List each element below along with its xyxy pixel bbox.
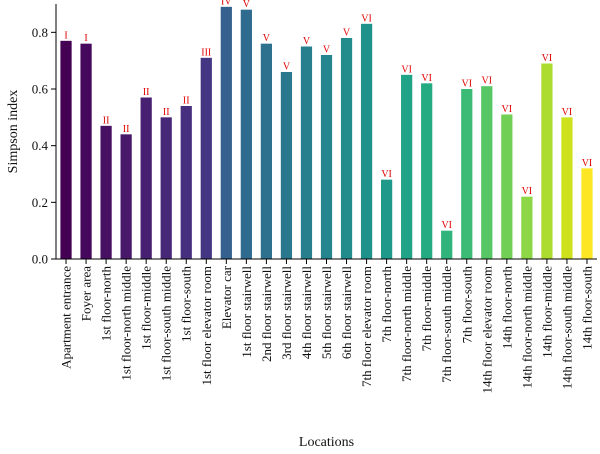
category-label-4: 1st floor-north middle bbox=[119, 266, 134, 381]
group-label-22: VI bbox=[482, 76, 493, 87]
group-label-19: VI bbox=[421, 73, 432, 84]
bar-2 bbox=[80, 43, 92, 259]
group-label-25: VI bbox=[542, 53, 553, 64]
bar-17 bbox=[381, 179, 393, 259]
group-label-18: VI bbox=[401, 64, 412, 75]
bar-12 bbox=[280, 72, 293, 259]
bar-10 bbox=[240, 9, 252, 260]
category-label-11: 2nd floor stairwell bbox=[259, 266, 274, 362]
category-label-2: Foyer area bbox=[79, 266, 94, 321]
category-label-12: 3rd floor stairwell bbox=[279, 266, 294, 360]
bar-26 bbox=[561, 117, 573, 259]
category-label-6: 1st floor-south middle bbox=[159, 266, 174, 382]
bar-25 bbox=[541, 63, 553, 259]
y-axis: 0.0 0.2 0.4 0.6 0.8 bbox=[32, 4, 57, 267]
y-tick-label: 0.4 bbox=[32, 138, 49, 153]
group-label-13: V bbox=[303, 36, 311, 47]
group-label-8: III bbox=[201, 47, 211, 58]
bar-5 bbox=[140, 97, 152, 259]
bar-6 bbox=[160, 117, 172, 259]
bar-24 bbox=[521, 196, 533, 259]
bars-group bbox=[60, 6, 593, 260]
category-label-10: 1st floor stairwell bbox=[239, 266, 254, 358]
bar-16 bbox=[360, 23, 373, 259]
category-label-17: 7th floor-north bbox=[379, 266, 394, 343]
group-label-21: VI bbox=[461, 79, 472, 90]
group-label-5: II bbox=[143, 87, 150, 98]
category-label-14: 5th floor stairwell bbox=[319, 266, 334, 360]
group-label-14: V bbox=[323, 45, 331, 56]
category-label-9: Elevator car bbox=[219, 265, 234, 329]
group-label-24: VI bbox=[522, 186, 533, 197]
group-label-3: II bbox=[103, 115, 110, 126]
category-label-3: 1st floor-north bbox=[99, 266, 114, 342]
category-label-25: 14th floor-middle bbox=[539, 266, 554, 358]
group-label-4: II bbox=[123, 124, 130, 135]
bar-20 bbox=[441, 230, 453, 259]
bar-8 bbox=[200, 57, 212, 259]
category-label-1: Apartment entrance bbox=[59, 266, 74, 369]
group-label-26: VI bbox=[562, 107, 573, 118]
group-label-15: V bbox=[343, 28, 351, 39]
bar-7 bbox=[180, 106, 192, 259]
category-label-26: 14th floor-south middle bbox=[559, 266, 574, 389]
group-label-2: I bbox=[84, 33, 87, 44]
y-tick-label: 0.2 bbox=[32, 195, 48, 210]
category-label-15: 6th floor stairwell bbox=[339, 266, 354, 360]
category-label-20: 7th floor-south middle bbox=[439, 266, 454, 383]
x-axis: Apartment entrance Foyer area 1st floor-no… bbox=[56, 258, 597, 393]
x-axis-title: Locations bbox=[299, 435, 354, 450]
category-label-24: 14th floor-north middle bbox=[519, 266, 534, 389]
group-label-20: VI bbox=[441, 220, 452, 231]
group-label-6: II bbox=[163, 107, 170, 118]
group-label-1: I bbox=[64, 30, 67, 41]
group-label-12: V bbox=[283, 62, 291, 73]
bar-18 bbox=[401, 74, 413, 259]
bar-3 bbox=[100, 125, 112, 259]
category-label-18: 7th floor-north middle bbox=[399, 266, 414, 382]
bar-1 bbox=[60, 40, 72, 259]
group-label-27: VI bbox=[582, 158, 593, 169]
category-label-16: 7th floor elevator room bbox=[359, 266, 374, 387]
bar-22 bbox=[481, 86, 493, 259]
bar-14 bbox=[320, 55, 333, 259]
group-label-17: VI bbox=[381, 169, 392, 180]
bar-21 bbox=[461, 89, 473, 259]
y-tick-label: 0.6 bbox=[32, 82, 49, 97]
category-label-5: 1st floor-middle bbox=[139, 266, 154, 350]
category-label-21: 7th floor-south bbox=[459, 266, 474, 344]
category-label-7: 1st floor-south bbox=[179, 266, 194, 342]
category-label-13: 4th floor stairwell bbox=[299, 266, 314, 360]
y-axis-title: Simpson index bbox=[6, 90, 21, 174]
bar-9 bbox=[220, 6, 232, 259]
category-label-19: 7th floor-middle bbox=[419, 266, 434, 352]
bar-19 bbox=[421, 83, 433, 259]
bar-4 bbox=[120, 134, 132, 259]
group-label-10: V bbox=[243, 0, 251, 10]
y-tick-label: 0.0 bbox=[32, 252, 48, 267]
bar-23 bbox=[501, 114, 513, 259]
bar-13 bbox=[300, 46, 313, 259]
category-label-23: 14th floor-north bbox=[499, 266, 514, 350]
bar-27 bbox=[581, 168, 593, 259]
group-label-16: VI bbox=[361, 13, 372, 24]
category-label-27: 14th floor-south bbox=[579, 266, 594, 350]
bar-15 bbox=[340, 38, 353, 259]
category-label-8: 1st floor elevator room bbox=[199, 266, 214, 386]
y-tick-label: 0.8 bbox=[32, 25, 48, 40]
group-label-9: IV bbox=[221, 0, 232, 7]
group-label-7: II bbox=[183, 96, 190, 107]
group-label-23: VI bbox=[502, 104, 513, 115]
bar-11 bbox=[260, 43, 272, 259]
category-label-22: 14th floor elevator room bbox=[479, 266, 494, 393]
group-label-11: V bbox=[263, 33, 271, 44]
